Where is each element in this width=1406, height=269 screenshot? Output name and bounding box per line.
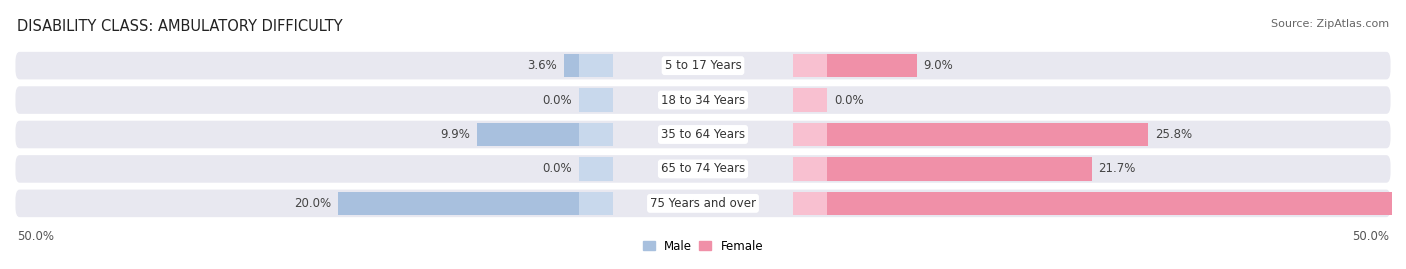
Text: 75 Years and over: 75 Years and over xyxy=(650,197,756,210)
Text: 35 to 64 Years: 35 to 64 Years xyxy=(661,128,745,141)
Text: Source: ZipAtlas.com: Source: ZipAtlas.com xyxy=(1271,19,1389,29)
Text: DISABILITY CLASS: AMBULATORY DIFFICULTY: DISABILITY CLASS: AMBULATORY DIFFICULTY xyxy=(17,19,343,34)
Bar xyxy=(793,123,827,146)
Text: 18 to 34 Years: 18 to 34 Years xyxy=(661,94,745,107)
Text: 25.8%: 25.8% xyxy=(1154,128,1192,141)
Text: 9.9%: 9.9% xyxy=(440,128,470,141)
Text: 0.0%: 0.0% xyxy=(543,162,572,175)
FancyBboxPatch shape xyxy=(15,155,1391,183)
Text: 50.0%: 50.0% xyxy=(1353,230,1389,243)
Text: 9.0%: 9.0% xyxy=(924,59,953,72)
Bar xyxy=(579,157,613,181)
Bar xyxy=(793,192,827,215)
FancyBboxPatch shape xyxy=(15,52,1391,79)
Bar xyxy=(579,54,613,77)
Bar xyxy=(337,192,613,215)
FancyBboxPatch shape xyxy=(15,121,1391,148)
Bar xyxy=(579,123,613,146)
Bar xyxy=(793,123,1149,146)
Text: 65 to 74 Years: 65 to 74 Years xyxy=(661,162,745,175)
Text: 3.6%: 3.6% xyxy=(527,59,557,72)
Text: 5 to 17 Years: 5 to 17 Years xyxy=(665,59,741,72)
Bar xyxy=(564,54,613,77)
Text: 21.7%: 21.7% xyxy=(1098,162,1136,175)
Bar xyxy=(793,54,917,77)
Text: 0.0%: 0.0% xyxy=(543,94,572,107)
Bar xyxy=(793,157,827,181)
Bar xyxy=(793,157,1091,181)
Bar xyxy=(477,123,613,146)
FancyBboxPatch shape xyxy=(15,86,1391,114)
Bar xyxy=(793,88,827,112)
Text: 0.0%: 0.0% xyxy=(834,94,863,107)
Bar xyxy=(579,88,613,112)
Legend: Male, Female: Male, Female xyxy=(643,240,763,253)
Text: 50.0%: 50.0% xyxy=(17,230,53,243)
FancyBboxPatch shape xyxy=(15,190,1391,217)
Bar xyxy=(793,54,827,77)
Bar xyxy=(579,192,613,215)
Bar xyxy=(793,192,1406,215)
Text: 20.0%: 20.0% xyxy=(294,197,330,210)
